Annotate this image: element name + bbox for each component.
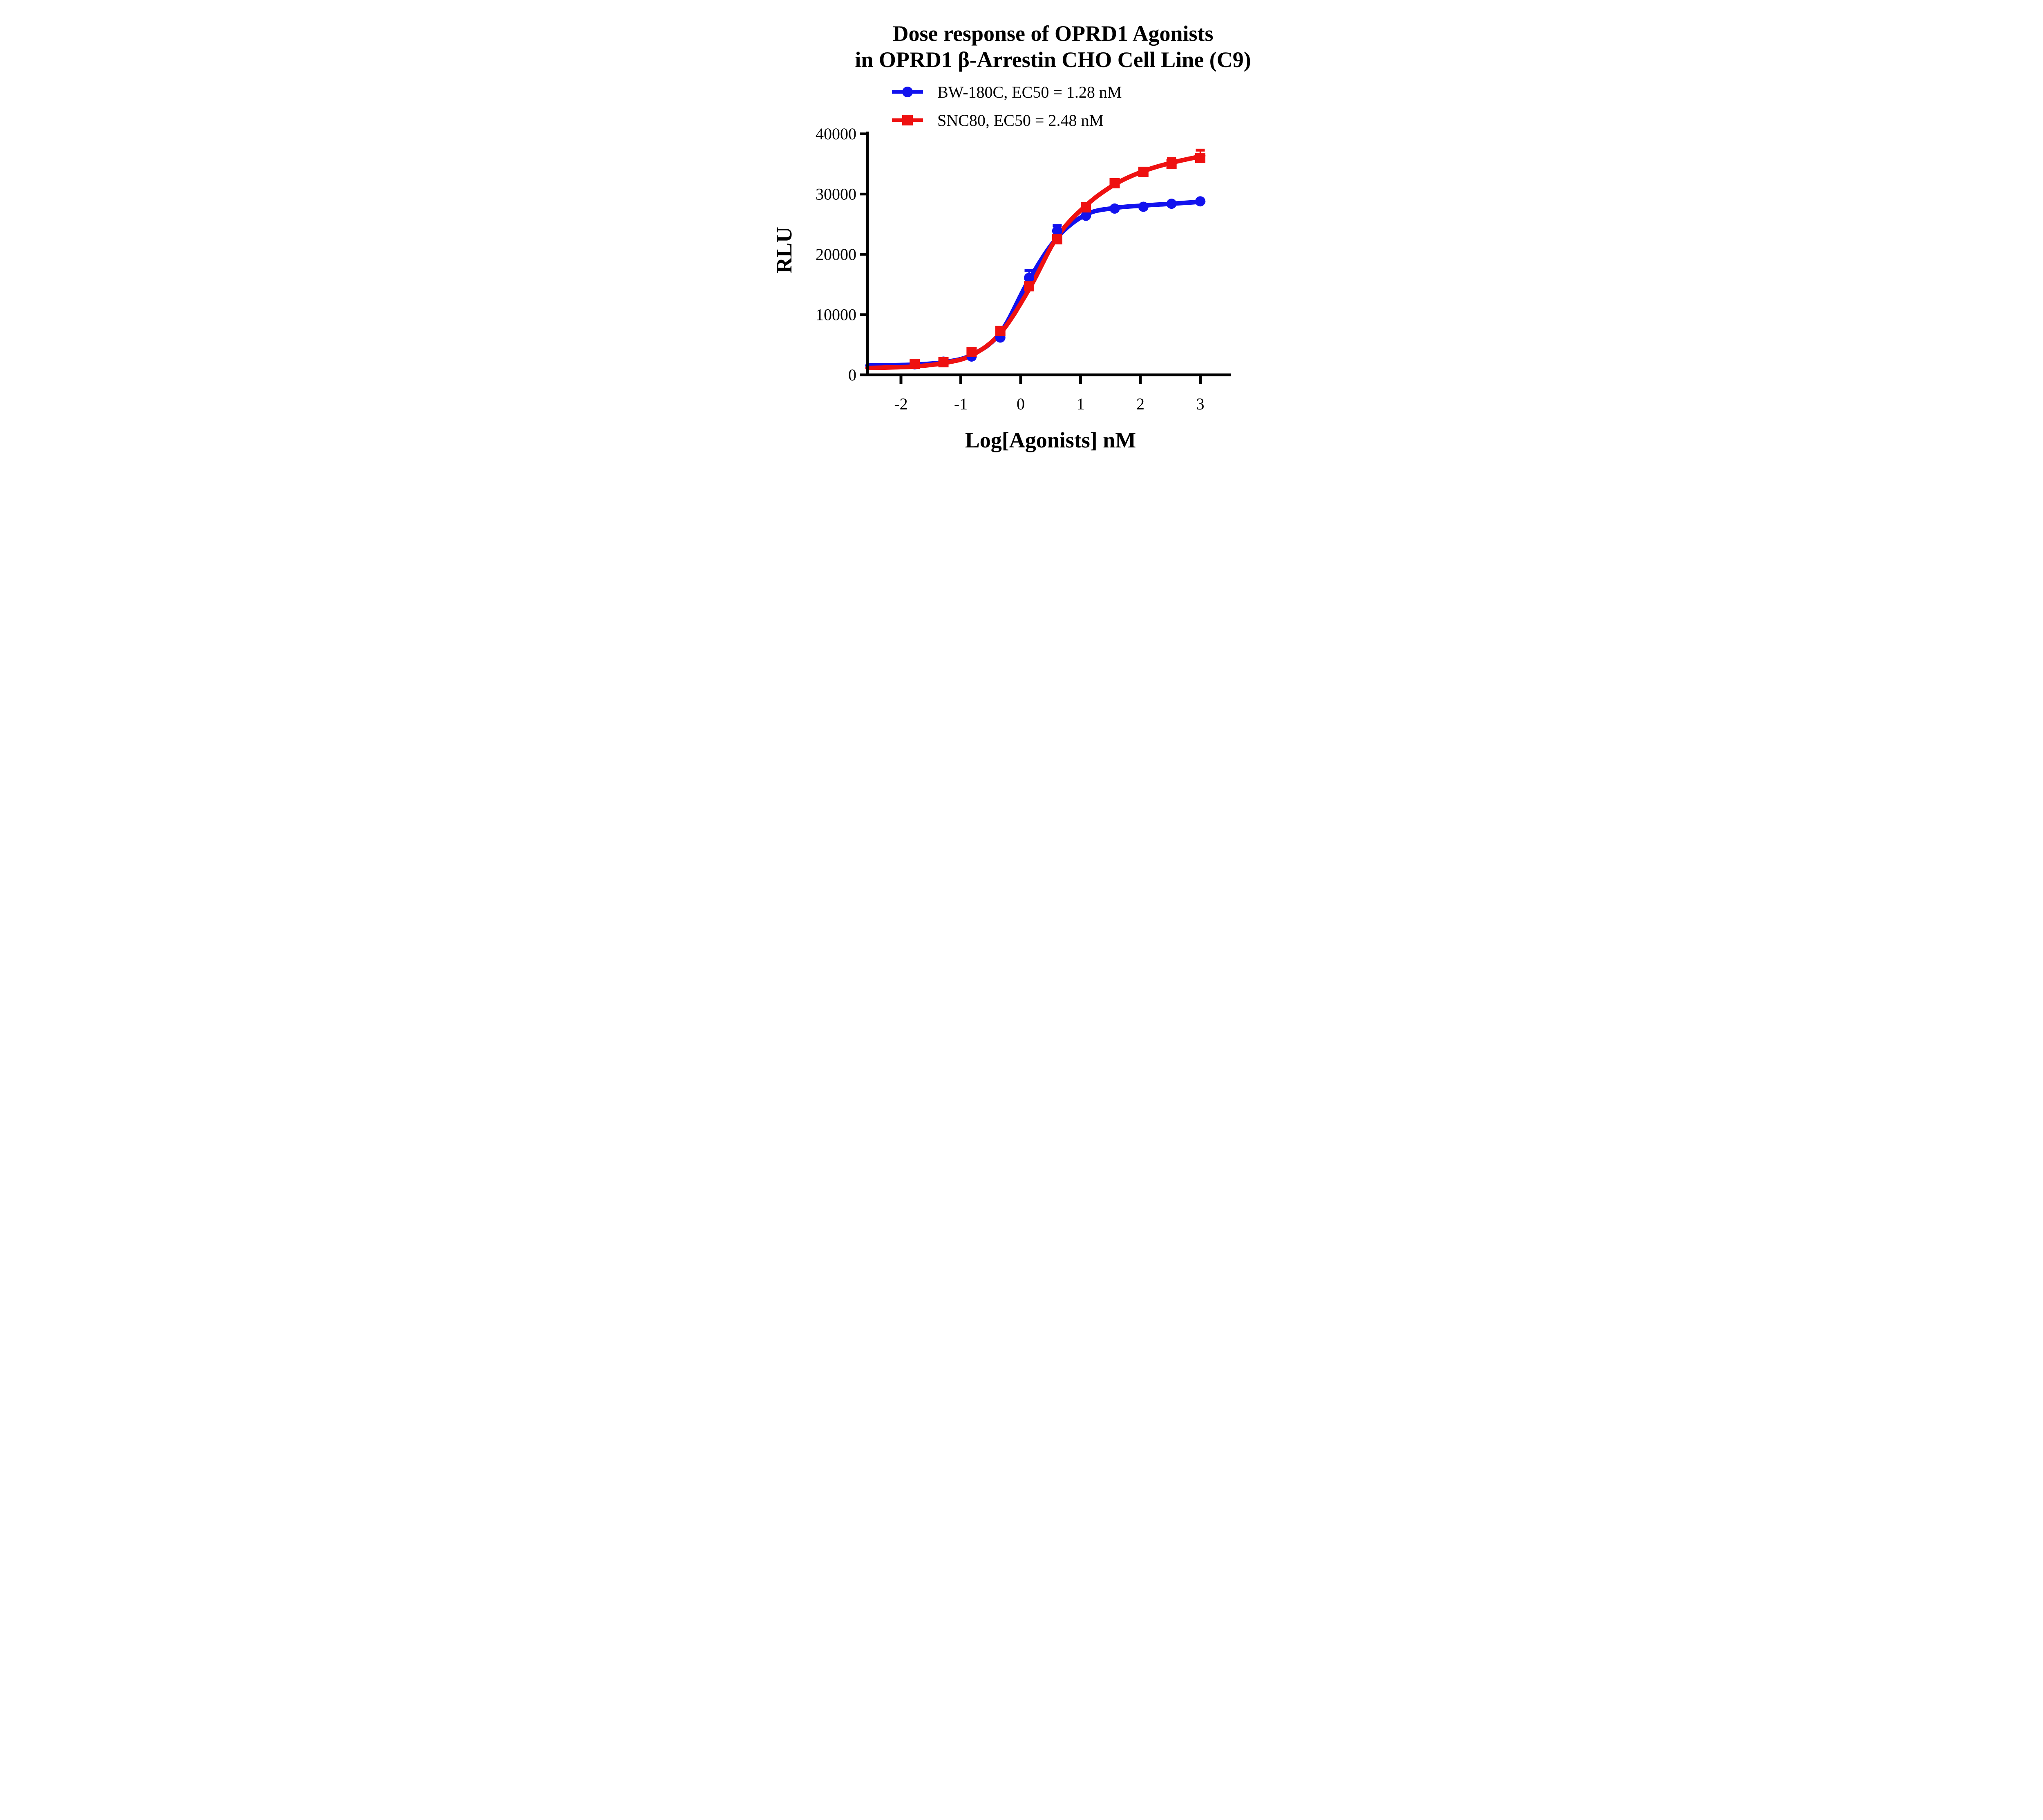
data-point-snc80: [966, 347, 977, 357]
x-tick-label: -2: [894, 395, 908, 413]
data-point-snc80: [1081, 202, 1091, 212]
data-point-snc80: [1195, 153, 1205, 163]
fit-curve-bw-180c: [865, 199, 1206, 368]
x-tick-label: 3: [1196, 395, 1205, 413]
data-point-snc80: [910, 359, 920, 369]
x-tick-label: -1: [954, 395, 968, 413]
legend: BW-180C, EC50 = 1.28 nM SNC80, EC50 = 2.…: [892, 83, 1122, 130]
chart-title-line2: in OPRD1 β-Arrestin CHO Cell Line (C9): [855, 47, 1251, 72]
x-axis-label: Log[Agonists] nM: [965, 428, 1136, 452]
y-tick-label: 20000: [816, 245, 856, 264]
data-point-bw-180c: [1195, 196, 1205, 207]
data-point-snc80: [938, 357, 949, 368]
legend-square-marker-icon: [902, 115, 913, 125]
legend-label-snc80: SNC80, EC50 = 2.48 nM: [937, 111, 1104, 130]
x-tick-label: 0: [1017, 395, 1025, 413]
x-tick-label: 1: [1077, 395, 1085, 413]
dose-response-figure: Dose response of OPRD1 Agonists in OPRD1…: [756, 0, 1287, 455]
x-tick-label: 2: [1136, 395, 1144, 413]
dose-response-chart: Dose response of OPRD1 Agonists in OPRD1…: [756, 0, 1287, 455]
fit-curve-snc80: [865, 153, 1206, 370]
data-point-snc80: [1024, 281, 1035, 292]
data-point-snc80: [1138, 166, 1149, 177]
data-point-snc80: [1052, 234, 1062, 245]
data-point-bw-180c: [1081, 210, 1091, 221]
data-point-bw-180c: [1138, 201, 1149, 212]
y-tick-label: 40000: [816, 125, 856, 143]
chart-title-line1: Dose response of OPRD1 Agonists: [892, 21, 1213, 46]
data-point-snc80: [995, 326, 1006, 336]
y-tick-label: 30000: [816, 185, 856, 203]
legend-label-bw180c: BW-180C, EC50 = 1.28 nM: [937, 83, 1122, 101]
data-point-bw-180c: [1052, 226, 1062, 236]
data-point-bw-180c: [1109, 203, 1120, 214]
legend-item-snc80: SNC80, EC50 = 2.48 nM: [892, 111, 1104, 130]
data-point-bw-180c: [1024, 273, 1035, 283]
y-tick-label: 0: [848, 366, 856, 384]
y-tick-label: 10000: [816, 306, 856, 324]
y-axis-label: RLU: [772, 227, 796, 273]
legend-circle-marker-icon: [902, 87, 913, 97]
plot-area: 0 10000 20000 30000 40000 -2 -1 0 1 2 3: [816, 125, 1231, 413]
legend-item-bw180c: BW-180C, EC50 = 1.28 nM: [892, 83, 1122, 101]
data-point-snc80: [1166, 159, 1177, 169]
data-point-snc80: [1109, 178, 1120, 188]
data-point-bw-180c: [1166, 199, 1177, 209]
